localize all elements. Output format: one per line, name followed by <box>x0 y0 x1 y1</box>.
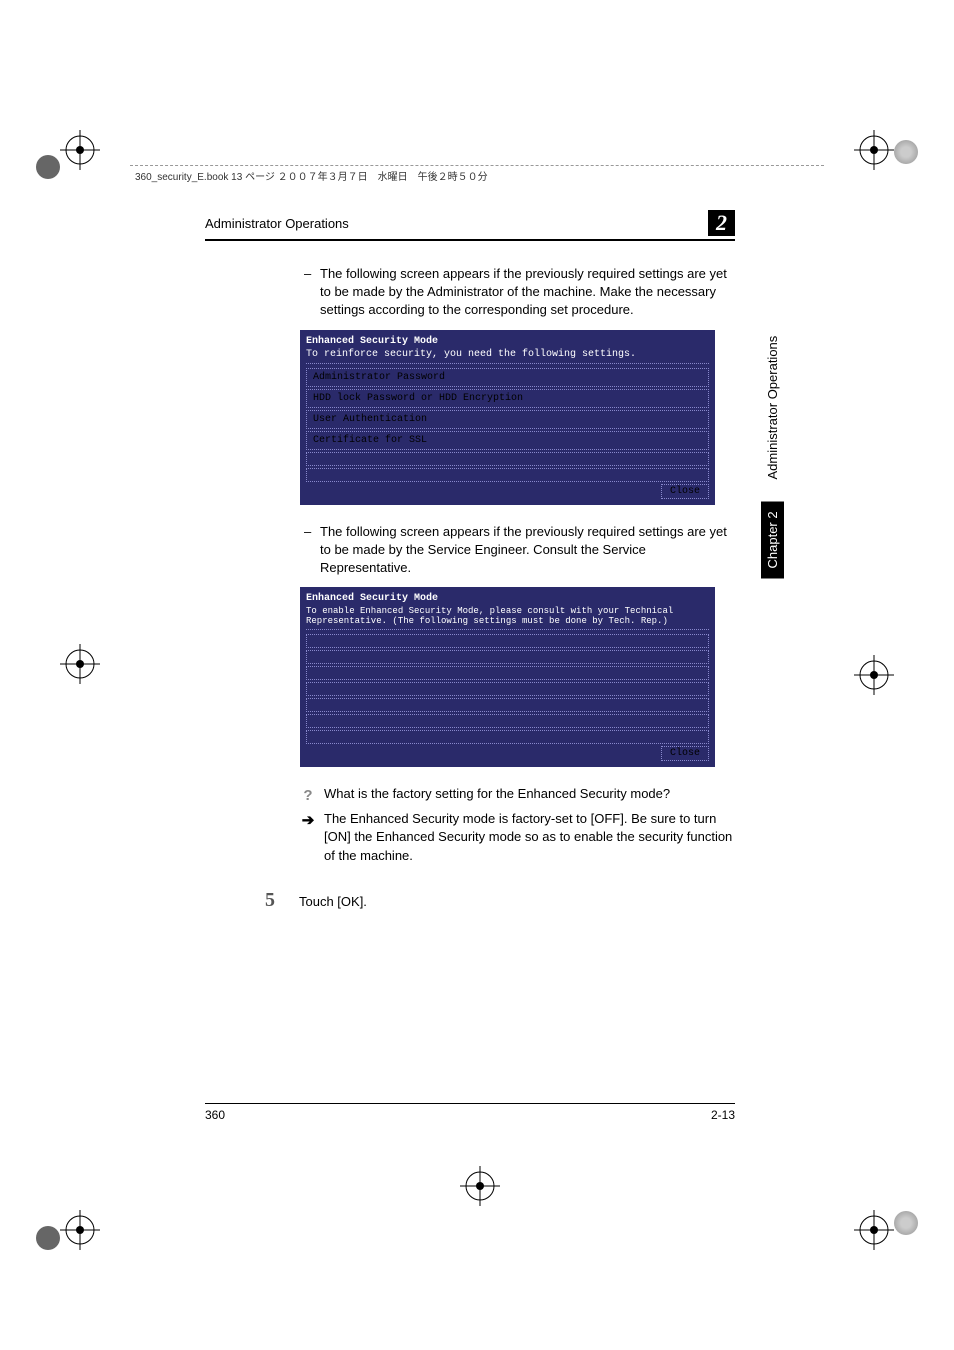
screenshot-title: Enhanced Security Mode <box>306 336 709 347</box>
section-header: Administrator Operations 2 <box>205 210 735 241</box>
bullet-dash-icon: – <box>304 265 311 283</box>
qa-block: ? What is the factory setting for the En… <box>300 785 735 865</box>
close-button[interactable]: Close <box>661 484 709 499</box>
screenshot-item-blank <box>306 650 709 664</box>
crop-mark-icon <box>60 130 100 170</box>
crop-mark-icon <box>854 1210 894 1250</box>
screenshot-item-blank <box>306 634 709 648</box>
screenshot-item-blank <box>306 666 709 680</box>
decor-dot-icon <box>36 1226 60 1250</box>
step-text: Touch [OK]. <box>299 889 367 912</box>
footer-right: 2-13 <box>711 1108 735 1122</box>
paragraph-text: The following screen appears if the prev… <box>320 266 727 317</box>
question-text: What is the factory setting for the Enha… <box>324 785 735 803</box>
screenshot-item-blank <box>306 682 709 696</box>
crop-mark-icon <box>60 644 100 684</box>
screenshot-item-blank <box>306 730 709 744</box>
close-button[interactable]: Close <box>661 746 709 761</box>
decor-dot-icon <box>894 140 918 164</box>
screenshot-item-blank <box>306 452 709 466</box>
step-row: 5 Touch [OK]. <box>205 889 735 912</box>
screenshot-subtitle: To reinforce security, you need the foll… <box>306 349 709 364</box>
page-header-divider <box>130 165 824 166</box>
paragraph: – The following screen appears if the pr… <box>320 523 735 578</box>
paragraph-text: The following screen appears if the prev… <box>320 524 727 575</box>
screenshot-item: Certificate for SSL <box>306 431 709 450</box>
crop-mark-icon <box>60 1210 100 1250</box>
screenshot-subtitle: To enable Enhanced Security Mode, please… <box>306 606 709 630</box>
chapter-tab: Chapter 2 <box>761 501 784 578</box>
footer-left: 360 <box>205 1108 225 1122</box>
section-title: Administrator Operations <box>205 216 349 231</box>
screenshot-item: HDD lock Password or HDD Encryption <box>306 389 709 408</box>
step-number: 5 <box>205 889 275 912</box>
screenshot-item-blank <box>306 468 709 482</box>
bullet-dash-icon: – <box>304 523 311 541</box>
page-header-text: 360_security_E.book 13 ページ ２００７年３月７日 水曜日… <box>135 168 488 183</box>
arrow-right-icon: ➔ <box>300 810 316 831</box>
screenshot-title: Enhanced Security Mode <box>306 593 709 604</box>
screenshot-item: User Authentication <box>306 410 709 429</box>
crop-mark-icon <box>854 655 894 695</box>
screenshot-panel: Enhanced Security Mode To reinforce secu… <box>300 330 715 505</box>
decor-dot-icon <box>894 1211 918 1235</box>
side-tab: Chapter 2 Administrator Operations <box>761 326 784 579</box>
page-footer: 360 2-13 <box>205 1103 735 1122</box>
crop-mark-icon <box>460 1166 500 1206</box>
question-icon: ? <box>300 785 316 806</box>
screenshot-item: Administrator Password <box>306 368 709 387</box>
answer-text: The Enhanced Security mode is factory-se… <box>324 810 735 865</box>
side-label: Administrator Operations <box>763 326 782 490</box>
crop-mark-icon <box>854 130 894 170</box>
screenshot-panel: Enhanced Security Mode To enable Enhance… <box>300 587 715 767</box>
screenshot-item-blank <box>306 698 709 712</box>
screenshot-item-blank <box>306 714 709 728</box>
section-number: 2 <box>708 210 735 236</box>
paragraph: – The following screen appears if the pr… <box>320 265 735 320</box>
decor-dot-icon <box>36 155 60 179</box>
